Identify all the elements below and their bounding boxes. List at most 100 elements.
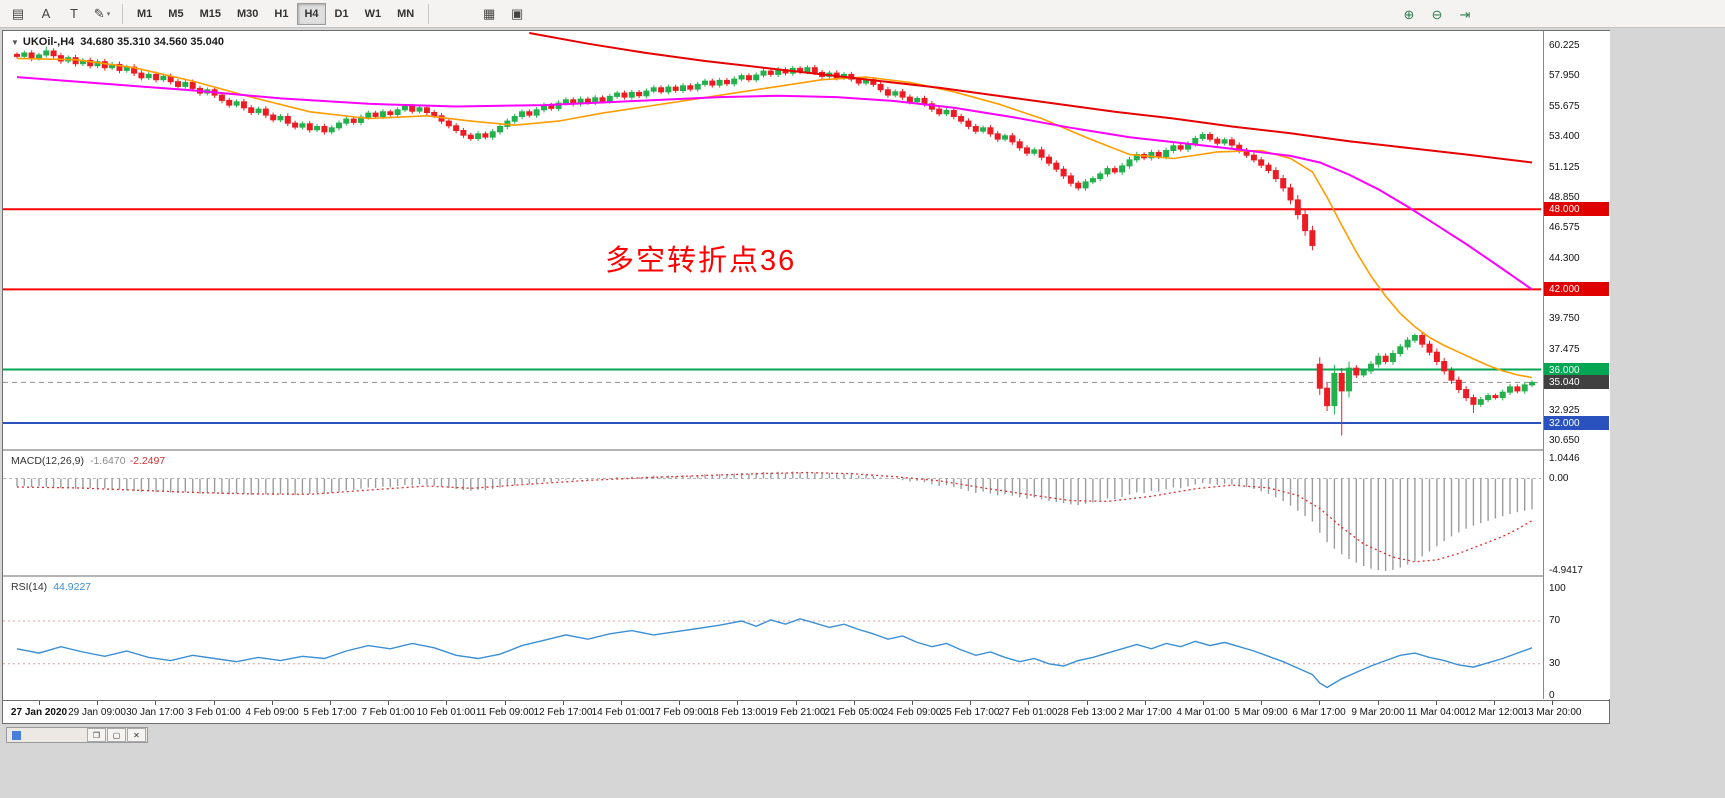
timeframe-button-h4[interactable]: H4 — [297, 2, 326, 25]
candle-body — [409, 106, 416, 112]
candle-body — [1060, 168, 1067, 177]
candle-body — [1419, 335, 1426, 345]
timeframe-button-m30[interactable]: M30 — [236, 7, 259, 20]
candle-body — [1411, 335, 1418, 341]
candle-body — [687, 85, 694, 90]
candle-body — [1002, 135, 1008, 140]
time-axis-label: 10 Feb 01:00 — [416, 707, 476, 718]
tile-windows-icon[interactable]: ▦ — [483, 5, 496, 21]
macd-signal-line — [16, 471, 1533, 563]
time-axis-label: 3 Feb 01:00 — [187, 707, 241, 718]
candle-body — [1031, 149, 1038, 154]
candle-body — [372, 112, 379, 117]
time-axis-tick — [1203, 701, 1204, 705]
candle-body — [401, 106, 408, 111]
text-tool-button[interactable]: T — [70, 6, 78, 21]
candle-body — [650, 87, 657, 92]
pane-divider[interactable] — [3, 449, 1609, 451]
candle-body — [753, 74, 760, 81]
time-axis-tick — [796, 701, 797, 705]
timeframe-button-mn[interactable]: MN — [397, 7, 415, 20]
macd-pane-canvas[interactable] — [3, 451, 1543, 575]
candle-body — [1368, 363, 1374, 372]
chart-menu-arrow-icon[interactable]: ▼ — [11, 38, 19, 47]
time-axis-label: 2 Mar 17:00 — [1118, 707, 1172, 718]
time-axis-tick — [970, 701, 971, 705]
candle-body — [138, 72, 145, 79]
candle-body — [877, 83, 884, 91]
timeframe-button-m1[interactable]: M1 — [137, 7, 153, 20]
candle-body — [284, 116, 291, 124]
toolbar-separator — [122, 3, 123, 24]
time-axis-label: 14 Feb 01:00 — [591, 707, 651, 718]
rsi-axis-label: 100 — [1549, 583, 1566, 594]
candle-body — [50, 50, 57, 57]
candle-body — [497, 126, 503, 133]
minimized-chart-window[interactable]: ❐ ▢ ✕ — [6, 727, 148, 743]
candle-body — [628, 91, 635, 98]
candle-body — [958, 116, 965, 122]
chart-annotation[interactable]: 多空转折点36 — [605, 245, 797, 277]
candle-body — [1353, 367, 1360, 376]
candle-body — [1089, 178, 1096, 183]
time-axis-tick — [854, 701, 855, 705]
maximize-button[interactable]: ▢ — [107, 728, 126, 742]
toolbar-separator — [428, 3, 430, 24]
price-badge-36.000: 36.000 — [1544, 363, 1609, 377]
price-axis-label: 57.950 — [1549, 70, 1580, 81]
candle-body — [716, 79, 723, 86]
text-label-button[interactable]: A — [41, 6, 51, 21]
candle-body — [599, 97, 606, 102]
candle-body — [519, 111, 525, 118]
time-axis-tick — [1494, 701, 1495, 705]
candle-body — [262, 108, 269, 116]
time-axis-tick — [912, 701, 913, 705]
candle-body — [723, 79, 730, 85]
time-axis[interactable]: 27 Jan 2020 29 Jan 09:00 30 Jan 17:00 3 Feb… — [3, 700, 1609, 723]
candle-body — [175, 81, 181, 87]
bar-chart-icon[interactable]: ▤ — [11, 5, 25, 21]
candle-body — [387, 111, 394, 116]
timeframe-button-m5[interactable]: M5 — [168, 7, 184, 20]
time-axis-label: 28 Feb 13:00 — [1057, 707, 1117, 718]
macd-signal-value: -2.2497 — [129, 455, 166, 467]
time-axis-label: 19 Feb 21:00 — [766, 707, 826, 718]
restore-button[interactable]: ❐ — [87, 728, 106, 742]
new-chart-window-icon[interactable]: ▣ — [511, 5, 524, 21]
candle-body — [1170, 145, 1177, 152]
chart-shift-icon[interactable]: ⇥ — [1459, 7, 1471, 22]
price-axis-label: 37.475 — [1549, 344, 1580, 355]
timeframe-button-w1[interactable]: W1 — [364, 7, 382, 20]
candle-body — [306, 123, 313, 131]
price-axis-label: 55.675 — [1549, 101, 1580, 112]
time-axis-tick — [1319, 701, 1320, 705]
candle-body — [555, 102, 562, 109]
candle-body — [270, 114, 277, 121]
candle-body — [709, 80, 716, 86]
timeframe-button-d1[interactable]: D1 — [334, 7, 349, 20]
timeframe-button-h1[interactable]: H1 — [274, 7, 289, 20]
price-axis-label: 60.225 — [1549, 40, 1580, 51]
zoom-in-icon[interactable]: ⊕ — [1403, 7, 1415, 22]
candle-body — [658, 87, 665, 93]
timeframe-button-m15[interactable]: M15 — [199, 7, 221, 20]
price-pane-canvas[interactable] — [3, 31, 1543, 449]
candle-body — [614, 92, 621, 97]
candle-body — [28, 52, 35, 59]
zoom-out-icon[interactable]: ⊖ — [1431, 7, 1443, 22]
pane-divider[interactable] — [3, 575, 1609, 577]
candle-body — [1316, 363, 1323, 389]
time-axis-tick — [563, 701, 564, 705]
candle-body — [431, 112, 438, 117]
time-axis-tick — [1378, 701, 1379, 705]
close-button[interactable]: ✕ — [127, 728, 146, 742]
price-axis-label: 48.850 — [1549, 192, 1580, 203]
candle-body — [14, 53, 20, 57]
price-axis[interactable]: 60.225 57.950 55.675 53.400 51.125 48.850 46.5… — [1543, 31, 1610, 701]
draw-tools-button[interactable]: ✎ ▾ — [93, 5, 111, 21]
candle-body — [643, 90, 650, 97]
candle-body — [321, 126, 328, 133]
rsi-pane-canvas[interactable] — [3, 577, 1543, 699]
candle-body — [884, 89, 891, 96]
candle-body — [1529, 381, 1535, 386]
